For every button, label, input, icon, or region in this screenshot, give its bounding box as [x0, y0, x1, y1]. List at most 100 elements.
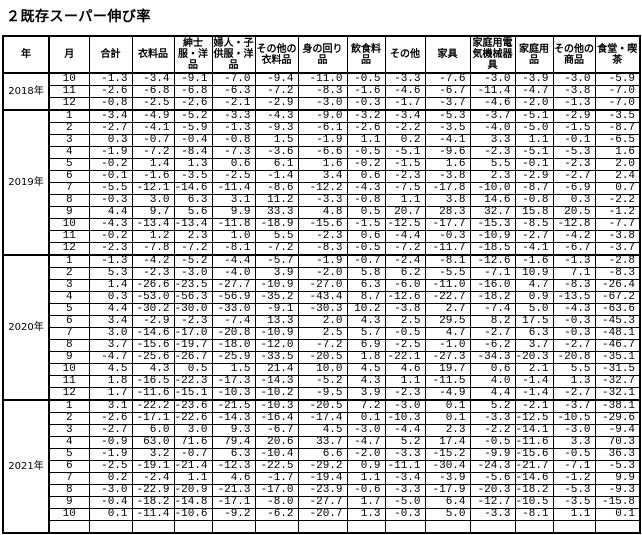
value-cell[interactable]: -4.4: [384, 230, 426, 243]
value-cell[interactable]: -7.2: [384, 242, 426, 256]
month-cell[interactable]: 11: [48, 230, 90, 243]
value-cell[interactable]: -20.7: [297, 508, 348, 521]
value-cell[interactable]: -20.9: [173, 484, 213, 497]
value-cell[interactable]: 5.0: [514, 303, 554, 316]
value-cell[interactable]: 32.7: [469, 206, 516, 219]
value-cell[interactable]: 3.1: [211, 194, 256, 207]
value-cell[interactable]: 9.7: [131, 206, 175, 219]
value-cell[interactable]: -5.9: [594, 72, 641, 86]
value-cell[interactable]: 5.5: [254, 230, 299, 243]
value-cell[interactable]: -2.8: [594, 254, 641, 268]
value-cell[interactable]: -7.1: [552, 460, 596, 473]
value-cell[interactable]: -0.2: [88, 158, 133, 171]
year-cell[interactable]: 2021年: [2, 399, 50, 534]
value-cell[interactable]: -2.7: [469, 327, 516, 340]
value-cell[interactable]: -1.2: [552, 472, 596, 485]
value-cell[interactable]: -7.4: [469, 303, 516, 316]
value-cell[interactable]: 3.3: [469, 134, 516, 147]
value-cell[interactable]: -9.4: [594, 424, 641, 437]
value-cell[interactable]: -6.0: [384, 279, 426, 292]
value-cell[interactable]: 17.4: [424, 436, 471, 449]
value-cell[interactable]: -0.8: [211, 134, 256, 147]
value-cell[interactable]: 4.3: [346, 315, 386, 328]
value-cell[interactable]: -12.8: [552, 218, 596, 231]
value-cell[interactable]: -15.1: [173, 387, 213, 401]
month-cell[interactable]: 7: [48, 472, 90, 485]
value-cell[interactable]: -4.4: [211, 254, 256, 268]
value-cell[interactable]: -45.3: [594, 315, 641, 328]
value-cell[interactable]: -20.5: [297, 399, 348, 413]
month-cell[interactable]: 8: [48, 484, 90, 497]
value-cell[interactable]: -21.7: [514, 460, 554, 473]
value-cell[interactable]: 11.2: [254, 194, 299, 207]
value-cell[interactable]: [594, 520, 641, 534]
value-cell[interactable]: -10.3: [254, 399, 299, 413]
value-cell[interactable]: -0.8: [514, 194, 554, 207]
value-cell[interactable]: -0.9: [88, 436, 133, 449]
value-cell[interactable]: 6.3: [173, 194, 213, 207]
value-cell[interactable]: -7.1: [469, 267, 516, 280]
value-cell[interactable]: -48.1: [594, 327, 641, 340]
value-cell[interactable]: -2.0: [346, 448, 386, 461]
value-cell[interactable]: -5.9: [173, 122, 213, 135]
value-cell[interactable]: -33.5: [254, 351, 299, 364]
value-cell[interactable]: -1.9: [88, 146, 133, 159]
value-cell[interactable]: -16.5: [131, 375, 175, 388]
value-cell[interactable]: -0.4: [88, 496, 133, 509]
value-cell[interactable]: 1.1: [173, 472, 213, 485]
value-cell[interactable]: 1.6: [297, 158, 348, 171]
value-cell[interactable]: 29.5: [424, 315, 471, 328]
value-cell[interactable]: -3.8: [384, 303, 426, 316]
value-cell[interactable]: -8.6: [254, 182, 299, 195]
value-cell[interactable]: -5.3: [424, 109, 471, 123]
value-cell[interactable]: -0.3: [88, 194, 133, 207]
value-cell[interactable]: -10.9: [254, 279, 299, 292]
value-cell[interactable]: -0.3: [384, 508, 426, 521]
value-cell[interactable]: -7.8: [131, 242, 175, 256]
value-cell[interactable]: -27.0: [297, 279, 348, 292]
value-cell[interactable]: 0.3: [88, 134, 133, 147]
value-cell[interactable]: -3.0: [173, 267, 213, 280]
value-cell[interactable]: 4.5: [297, 424, 348, 437]
value-cell[interactable]: 14.6: [469, 194, 516, 207]
value-cell[interactable]: 6.3: [514, 327, 554, 340]
value-cell[interactable]: -23.6: [173, 399, 213, 413]
value-cell[interactable]: 3.0: [131, 194, 175, 207]
value-cell[interactable]: -3.3: [469, 412, 516, 425]
value-cell[interactable]: 1.8: [346, 351, 386, 364]
value-cell[interactable]: -10.9: [469, 230, 516, 243]
value-cell[interactable]: -2.9: [552, 109, 596, 123]
month-cell[interactable]: 6: [48, 460, 90, 473]
value-cell[interactable]: 21.4: [254, 363, 299, 376]
month-cell[interactable]: 5: [48, 448, 90, 461]
month-cell[interactable]: 2: [48, 267, 90, 280]
value-cell[interactable]: -8.3: [297, 85, 348, 98]
value-cell[interactable]: -2.6: [88, 412, 133, 425]
value-cell[interactable]: -4.3: [552, 303, 596, 316]
value-cell[interactable]: 2.3: [469, 170, 516, 183]
value-cell[interactable]: -3.4: [88, 109, 133, 123]
value-cell[interactable]: -17.4: [297, 412, 348, 425]
value-cell[interactable]: 36.3: [594, 448, 641, 461]
value-cell[interactable]: 1.3: [173, 158, 213, 171]
value-cell[interactable]: -16.0: [469, 279, 516, 292]
value-cell[interactable]: -0.7: [346, 254, 386, 268]
value-cell[interactable]: -10.6: [173, 508, 213, 521]
value-cell[interactable]: 4.7: [424, 327, 471, 340]
value-cell[interactable]: 2.5: [297, 327, 348, 340]
value-cell[interactable]: 6.3: [211, 448, 256, 461]
value-cell[interactable]: -22.9: [131, 484, 175, 497]
value-cell[interactable]: -6.2: [254, 508, 299, 521]
value-cell[interactable]: -8.3: [552, 279, 596, 292]
value-cell[interactable]: -14.6: [173, 182, 213, 195]
value-cell[interactable]: 3.3: [552, 436, 596, 449]
value-cell[interactable]: -1.0: [424, 339, 471, 352]
value-cell[interactable]: -11.0: [424, 279, 471, 292]
value-cell[interactable]: 20.7: [384, 206, 426, 219]
value-cell[interactable]: -0.6: [346, 484, 386, 497]
value-cell[interactable]: 3.1: [88, 399, 133, 413]
value-cell[interactable]: [514, 520, 554, 534]
value-cell[interactable]: -12.5: [514, 412, 554, 425]
value-cell[interactable]: 1.7: [88, 387, 133, 401]
value-cell[interactable]: -56.9: [211, 291, 256, 304]
